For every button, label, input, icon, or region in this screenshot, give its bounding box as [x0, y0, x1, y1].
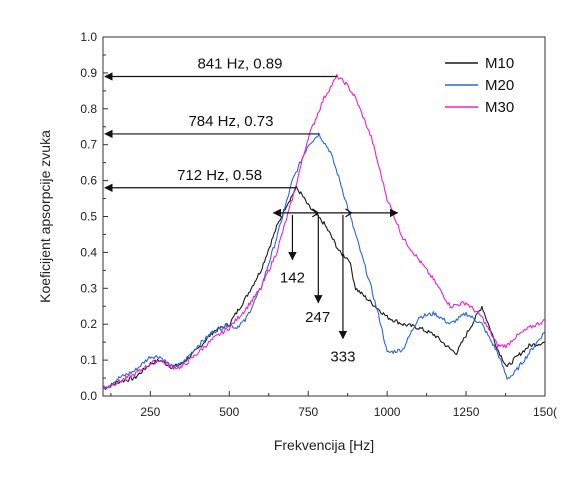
bandwidth-label: 333	[330, 349, 355, 366]
bandwidth-tick	[311, 208, 320, 218]
series-line-m10	[102, 185, 546, 390]
y-tick-label: 0.7	[80, 138, 97, 152]
x-tick-label: 250	[140, 405, 160, 419]
y-tick-label: 0.9	[80, 66, 97, 80]
x-tick-label: 500	[219, 405, 239, 419]
annotation-layer: 841 Hz, 0.89 784 Hz, 0.73 712 Hz, 0.58 142 2…	[104, 55, 399, 366]
y-tick-label: 0.3	[80, 281, 97, 295]
x-tick-label: 750	[298, 405, 318, 419]
y-tick-label: 0.4	[80, 245, 97, 259]
y-axis-title: Koeficijent apsorpcije zvuka	[37, 130, 53, 303]
plot-area: 0.0 0.1 0.2 0.3 0.4 0.5 0.6 0.7 0.8 0.9 1.0 250 500 7…	[80, 30, 557, 419]
series-layer	[102, 73, 546, 391]
bandwidth-tick	[345, 208, 353, 218]
y-tick-label: 0.1	[80, 353, 97, 367]
series-line-m30	[102, 73, 546, 391]
legend-label-m20: M20	[485, 77, 514, 94]
peak-label: 784 Hz, 0.73	[188, 113, 273, 130]
x-tick-label: 150(	[533, 405, 557, 419]
peak-label: 841 Hz, 0.89	[197, 55, 282, 72]
x-tick-label: 1000	[374, 405, 401, 419]
y-tick-label: 0.2	[80, 317, 97, 331]
legend-label-m30: M30	[485, 99, 514, 116]
y-tick-label: 0.8	[80, 102, 97, 116]
legend: M10 M20 M30	[445, 55, 514, 116]
x-tick-label: 1250	[453, 405, 480, 419]
bandwidth-label: 142	[280, 270, 305, 287]
y-tick-label: 0.0	[80, 389, 97, 403]
y-tick-label: 1.0	[80, 30, 97, 44]
x-axis-title: Frekvencija [Hz]	[274, 437, 374, 453]
series-line-m20	[102, 132, 546, 390]
peak-label: 712 Hz, 0.58	[177, 167, 262, 184]
legend-label-m10: M10	[485, 55, 514, 72]
y-tick-label: 0.5	[80, 210, 97, 224]
y-tick-label: 0.6	[80, 174, 97, 188]
bandwidth-label: 247	[305, 309, 330, 326]
